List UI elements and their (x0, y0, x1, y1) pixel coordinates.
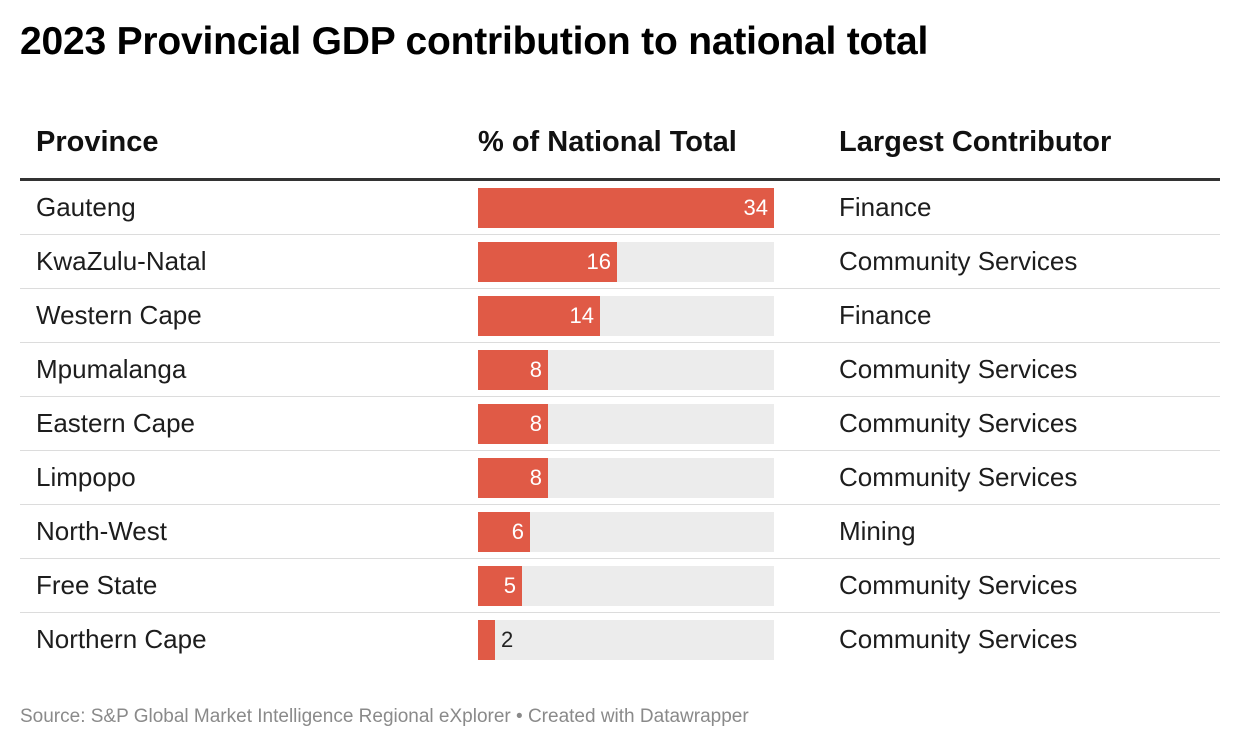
bar-value-label: 16 (586, 249, 611, 274)
largest-contributor: Finance (839, 192, 932, 222)
largest-contributor: Mining (839, 516, 916, 546)
column-header-percent[interactable]: % of National Total (478, 126, 737, 158)
largest-contributor: Community Services (839, 408, 1078, 438)
bar-track: 8 (478, 458, 774, 498)
chart-title: 2023 Provincial GDP contribution to nati… (20, 20, 929, 63)
largest-contributor: Community Services (839, 246, 1078, 276)
bar (478, 620, 495, 660)
bar-track: 8 (478, 350, 774, 390)
bar-value-label: 8 (529, 465, 542, 490)
bar-value-label: 34 (743, 195, 768, 220)
bar (478, 566, 522, 606)
largest-contributor: Finance (839, 300, 932, 330)
table-row: Mpumalanga 8 Community Services (20, 343, 1220, 397)
column-header-contributor[interactable]: Largest Contributor (839, 126, 1112, 158)
bar-track: 5 (478, 566, 774, 606)
largest-contributor: Community Services (839, 462, 1078, 492)
province-name: Western Cape (36, 300, 202, 330)
bar-track: 16 (478, 242, 774, 282)
data-table: Province % of National Total Largest Con… (20, 118, 1220, 666)
table-header: Province % of National Total Largest Con… (20, 118, 1220, 181)
table-row: Free State 5 Community Services (20, 559, 1220, 613)
bar-track: 34 (478, 188, 774, 228)
bar-track: 14 (478, 296, 774, 336)
table-body: Gauteng 34 Finance KwaZulu-Natal 16 Community… (20, 181, 1220, 666)
bar (478, 512, 530, 552)
province-name: North-West (36, 516, 167, 546)
table-row: Western Cape 14 Finance (20, 289, 1220, 343)
bar (478, 404, 548, 444)
province-name: Mpumalanga (36, 354, 187, 384)
table-row: Northern Cape 2 Community Services (20, 613, 1220, 666)
table-row: Eastern Cape 8 Community Services (20, 397, 1220, 451)
bar-value-label: 8 (529, 357, 542, 382)
bar-value-label: 5 (503, 573, 516, 598)
bar (478, 458, 548, 498)
bar-track: 6 (478, 512, 774, 552)
province-name: Northern Cape (36, 624, 207, 654)
bar-value-label: 6 (511, 519, 524, 544)
table-row: Limpopo 8 Community Services (20, 451, 1220, 505)
table-row: North-West 6 Mining (20, 505, 1220, 559)
largest-contributor: Community Services (839, 624, 1078, 654)
bar-track: 8 (478, 404, 774, 444)
table-row: KwaZulu-Natal 16 Community Services (20, 235, 1220, 289)
province-name: Eastern Cape (36, 408, 195, 438)
table-row: Gauteng 34 Finance (20, 181, 1220, 235)
bar (478, 188, 774, 228)
bar-value-label: 2 (501, 627, 514, 652)
largest-contributor: Community Services (839, 354, 1078, 384)
province-name: KwaZulu-Natal (36, 246, 207, 276)
province-name: Limpopo (36, 462, 136, 492)
bar (478, 350, 548, 390)
bar-value-label: 8 (529, 411, 542, 436)
bar-value-label: 14 (569, 303, 594, 328)
bar-track: 2 (478, 620, 774, 660)
source-note: Source: S&P Global Market Intelligence R… (20, 706, 749, 727)
bar (478, 242, 617, 282)
column-header-province[interactable]: Province (36, 126, 159, 158)
province-name: Free State (36, 570, 158, 600)
province-name: Gauteng (36, 192, 136, 222)
bar (478, 296, 600, 336)
largest-contributor: Community Services (839, 570, 1078, 600)
